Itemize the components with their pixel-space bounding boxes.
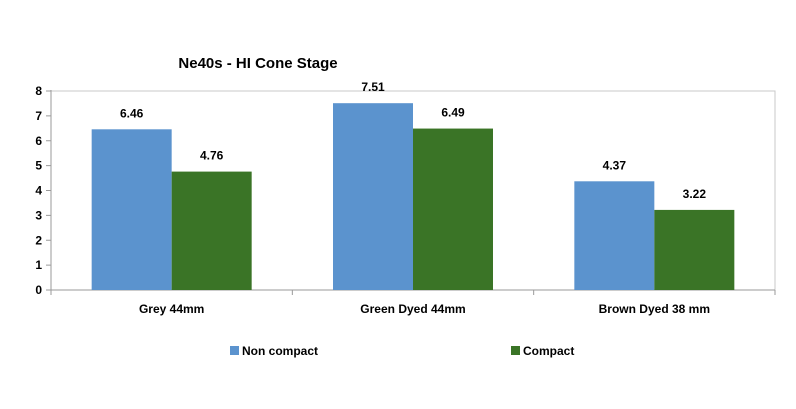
legend: Non compact Compact (230, 344, 574, 358)
legend-label: Non compact (242, 344, 318, 358)
bar-compact (171, 171, 252, 290)
y-tick-label: 8 (35, 84, 42, 98)
y-tick-label: 6 (35, 134, 42, 148)
y-tick-label: 3 (35, 208, 42, 222)
legend-label: Compact (523, 344, 574, 358)
y-tick-label: 4 (35, 184, 42, 198)
bar-compact (654, 209, 735, 290)
bar-non-compact (91, 129, 172, 290)
legend-swatch (511, 346, 520, 355)
category-label: Grey 44mm (139, 302, 204, 316)
data-label: 3.22 (683, 187, 707, 201)
y-axis-ticks: 0 1 2 3 4 5 6 7 8 (35, 84, 51, 297)
category-label: Green Dyed 44mm (360, 302, 465, 316)
y-tick-label: 7 (35, 109, 42, 123)
legend-item: Non compact (230, 344, 318, 358)
bar-compact (413, 128, 493, 290)
category-labels-group: Grey 44mm Green Dyed 44mm Brown Dyed 38 mm (139, 302, 710, 316)
data-label: 6.49 (441, 106, 465, 120)
chart-title: Ne40s - HI Cone Stage (178, 55, 337, 72)
bar-non-compact (333, 103, 413, 290)
data-labels-group: 6.46 4.76 7.51 6.49 4.37 3.22 (120, 80, 706, 201)
y-tick-label: 5 (35, 159, 42, 173)
bars-group (91, 103, 735, 290)
y-tick-label: 1 (35, 258, 42, 272)
legend-swatch (230, 346, 239, 355)
x-axis-ticks (50, 290, 776, 295)
data-label: 6.46 (120, 106, 144, 120)
y-tick-label: 0 (35, 283, 42, 297)
y-tick-label: 2 (35, 233, 42, 247)
data-label: 4.76 (200, 149, 224, 163)
legend-item: Compact (511, 344, 574, 358)
data-label: 4.37 (603, 158, 627, 172)
category-label: Brown Dyed 38 mm (599, 302, 710, 316)
bar-non-compact (574, 181, 655, 290)
data-label: 7.51 (361, 80, 385, 94)
